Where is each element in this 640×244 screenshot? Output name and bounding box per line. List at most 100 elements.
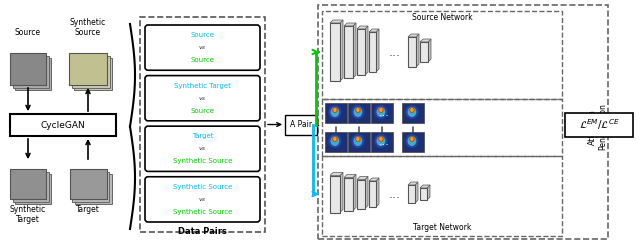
Ellipse shape: [378, 107, 383, 113]
Bar: [348, 132, 370, 152]
Bar: [15, 174, 51, 204]
Text: Synthetic
Target: Synthetic Target: [10, 205, 46, 224]
Ellipse shape: [405, 134, 419, 148]
Text: Source: Source: [191, 32, 214, 38]
Ellipse shape: [374, 105, 387, 119]
Text: ...: ...: [389, 45, 401, 59]
Text: Target: Target: [76, 205, 100, 214]
Ellipse shape: [374, 134, 387, 148]
Text: Target: Target: [192, 133, 213, 139]
Bar: [330, 23, 340, 81]
Ellipse shape: [410, 137, 413, 141]
Text: Synthetic Source: Synthetic Source: [173, 184, 232, 190]
Ellipse shape: [378, 136, 383, 142]
Bar: [318, 5, 608, 239]
Polygon shape: [369, 178, 379, 181]
Polygon shape: [416, 34, 419, 67]
Ellipse shape: [351, 105, 365, 119]
FancyBboxPatch shape: [145, 177, 260, 222]
Text: Synthetic Source: Synthetic Source: [173, 209, 232, 215]
Polygon shape: [428, 39, 431, 62]
Polygon shape: [408, 182, 418, 185]
Ellipse shape: [330, 107, 339, 117]
Text: A Pair: A Pair: [290, 120, 312, 129]
Text: Source: Source: [15, 28, 41, 37]
Ellipse shape: [408, 107, 416, 117]
Polygon shape: [340, 173, 343, 213]
FancyBboxPatch shape: [145, 25, 260, 70]
Bar: [74, 58, 112, 90]
Bar: [369, 181, 376, 207]
Ellipse shape: [408, 136, 416, 146]
Polygon shape: [344, 23, 356, 26]
Polygon shape: [408, 34, 419, 37]
Bar: [322, 156, 562, 236]
Bar: [10, 53, 46, 85]
Text: vs: vs: [199, 45, 206, 50]
Bar: [330, 175, 340, 213]
Text: ...: ...: [379, 108, 389, 118]
Text: Target Network: Target Network: [413, 223, 471, 232]
Ellipse shape: [333, 108, 337, 112]
Bar: [369, 32, 376, 72]
Ellipse shape: [353, 107, 362, 117]
Bar: [74, 174, 111, 204]
Text: CycleGAN: CycleGAN: [40, 121, 85, 130]
Bar: [408, 37, 416, 67]
Bar: [357, 180, 365, 209]
Bar: [140, 17, 265, 232]
Bar: [69, 53, 107, 85]
Polygon shape: [365, 26, 368, 75]
Bar: [420, 188, 427, 200]
Text: ...: ...: [379, 137, 389, 147]
Bar: [70, 169, 106, 199]
Ellipse shape: [376, 107, 385, 117]
Bar: [70, 169, 107, 199]
Text: Synthetic Source: Synthetic Source: [173, 158, 232, 164]
Polygon shape: [365, 176, 368, 209]
Ellipse shape: [332, 136, 338, 142]
Polygon shape: [369, 29, 379, 32]
Bar: [322, 99, 562, 156]
Text: vs: vs: [199, 96, 206, 101]
Bar: [285, 114, 317, 134]
Ellipse shape: [333, 137, 337, 141]
Polygon shape: [376, 178, 379, 207]
Ellipse shape: [355, 136, 361, 142]
Text: Data Pairs: Data Pairs: [178, 227, 227, 236]
Text: Synthetic
Source: Synthetic Source: [70, 18, 106, 37]
Polygon shape: [357, 26, 368, 29]
Polygon shape: [415, 182, 418, 203]
Bar: [10, 169, 46, 199]
Text: $\mathcal{L}^{EM}/\mathcal{L}^{CE}$: $\mathcal{L}^{EM}/\mathcal{L}^{CE}$: [579, 117, 620, 132]
Bar: [72, 55, 109, 88]
Bar: [348, 103, 370, 123]
Ellipse shape: [328, 105, 342, 119]
Text: Source Network: Source Network: [412, 13, 472, 22]
Text: Attention
Penalization: Attention Penalization: [588, 103, 608, 151]
Polygon shape: [420, 185, 430, 188]
Bar: [69, 53, 107, 85]
Ellipse shape: [405, 105, 419, 119]
Ellipse shape: [356, 108, 360, 112]
Ellipse shape: [376, 136, 385, 146]
Bar: [408, 185, 415, 203]
Bar: [344, 177, 353, 211]
Polygon shape: [353, 23, 356, 78]
Bar: [13, 172, 49, 202]
Ellipse shape: [356, 137, 360, 141]
Ellipse shape: [351, 134, 365, 148]
Polygon shape: [344, 174, 356, 177]
Bar: [13, 55, 49, 88]
Ellipse shape: [380, 137, 383, 141]
Text: Synthetic Target: Synthetic Target: [174, 82, 231, 89]
Bar: [10, 169, 46, 199]
FancyBboxPatch shape: [145, 76, 260, 121]
Bar: [322, 11, 562, 99]
Polygon shape: [340, 20, 343, 81]
Ellipse shape: [355, 107, 361, 113]
Ellipse shape: [410, 108, 413, 112]
Ellipse shape: [353, 136, 362, 146]
Text: ...: ...: [389, 187, 401, 201]
Ellipse shape: [332, 107, 338, 113]
